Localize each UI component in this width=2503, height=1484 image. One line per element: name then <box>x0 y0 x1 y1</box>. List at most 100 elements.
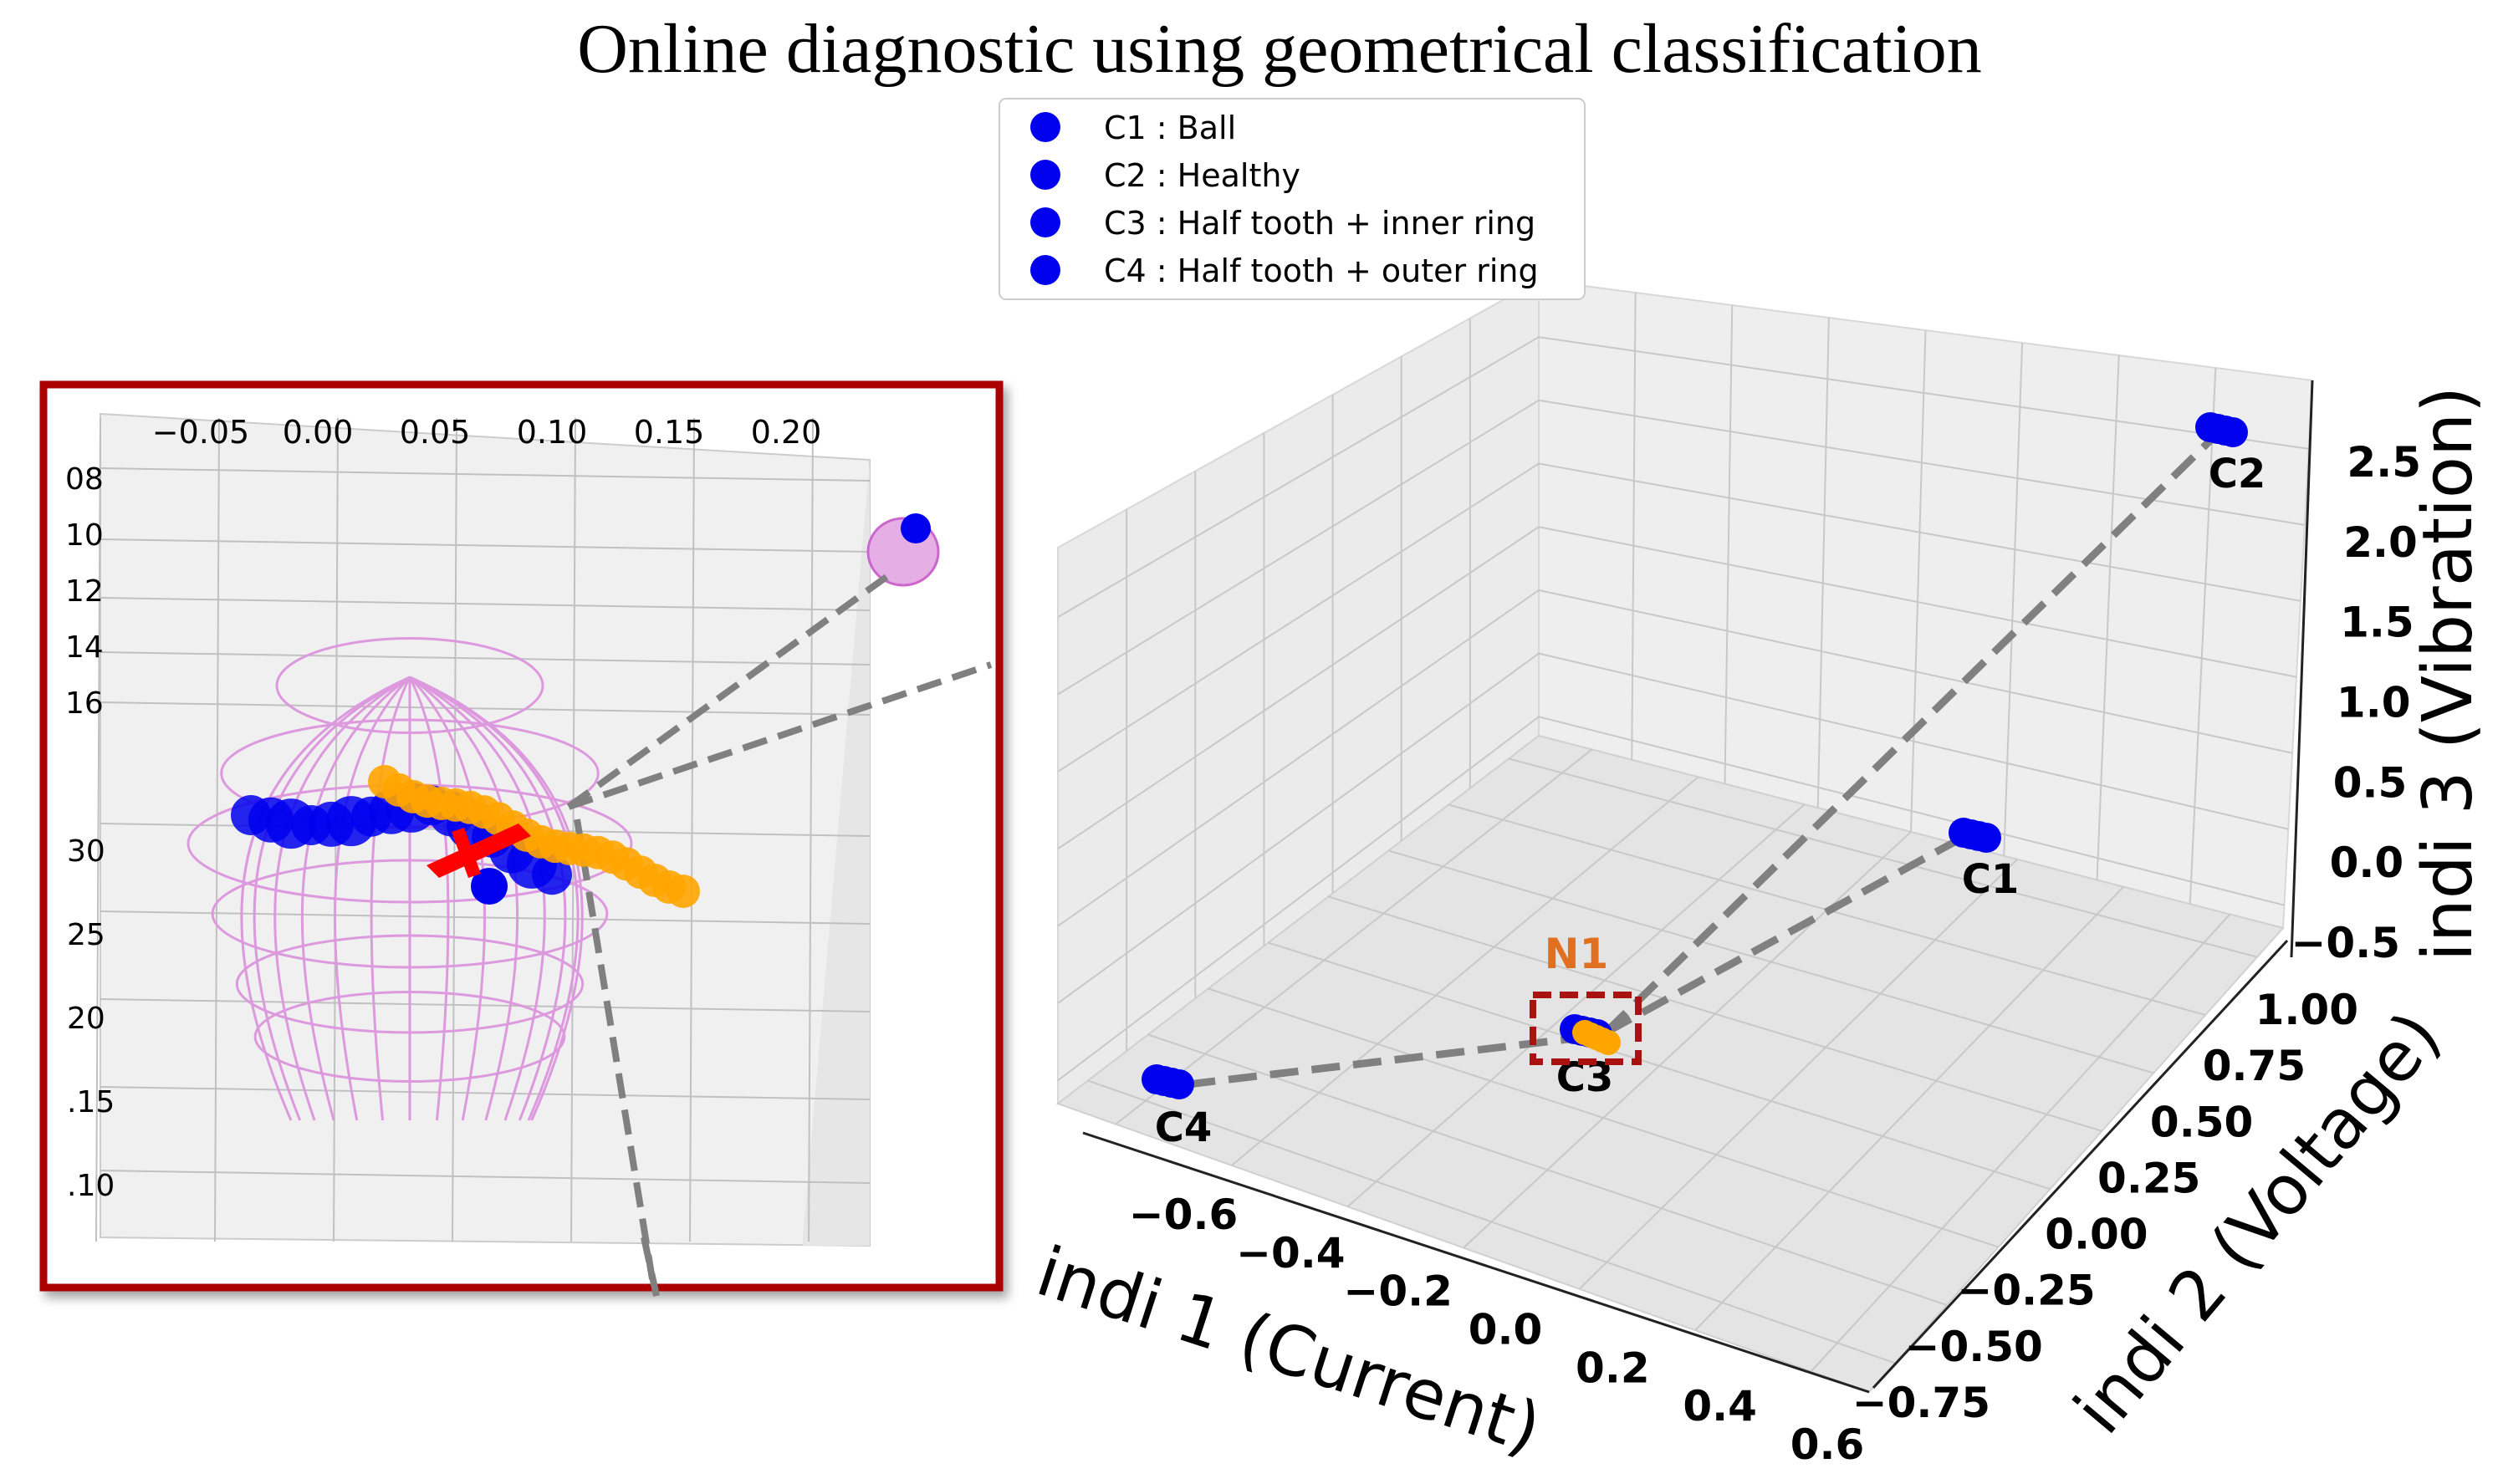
inset-cluster-point <box>532 854 572 895</box>
inset-x-tick-label: 0.15 <box>634 414 705 451</box>
inset-left-tick-label: 20 <box>67 1002 105 1036</box>
legend-entry: C1 : Ball <box>1104 110 1236 146</box>
grid-line <box>1057 589 2293 927</box>
x-tick-label: −0.6 <box>1129 1191 1238 1239</box>
y-tick-label: 0.75 <box>2203 1042 2306 1090</box>
z-tick-label: 2.5 <box>2347 438 2421 487</box>
sphere-meridian <box>300 676 411 1121</box>
grid-line <box>1724 304 1734 784</box>
n1-label: N1 <box>1545 930 1609 978</box>
main-3d-axes: −0.6−0.4−0.2 0.0 0.2 0.4 0.6−0.75 −0.50 −0.25 0… <box>1055 278 2421 1469</box>
inset-left-tick-label: 16 <box>65 686 104 721</box>
grid-line <box>1208 987 1999 1248</box>
grid-line <box>1231 776 1699 1166</box>
grid-line <box>1631 292 1637 760</box>
grid-line <box>2096 354 2120 880</box>
inset-x-tick-label: 0.05 <box>400 414 471 451</box>
legend-box <box>999 98 1586 300</box>
y-tick-label: 0.25 <box>2097 1154 2200 1202</box>
legend-entry: C2 : Healthy <box>1104 157 1300 194</box>
inset-grid-line <box>100 597 871 611</box>
inset-left-tick-label: .10 <box>67 1169 115 1203</box>
line-n1-c2 <box>1602 431 2219 1036</box>
inset-left-tick-label: 14 <box>65 630 104 665</box>
grid-line <box>1328 895 2102 1132</box>
legend-marker <box>1030 112 1060 142</box>
inset-cluster-point <box>471 868 508 905</box>
inset-ticks: −0.05 0.00 0.05 0.10 0.15 0.20 08 10 12 14 16 30 25 2… <box>65 414 821 1203</box>
bounding-sphere <box>186 637 633 1121</box>
grid-line <box>1810 913 2231 1373</box>
sphere-meridian <box>240 676 411 1121</box>
z-tick-label: 1.5 <box>2340 599 2414 647</box>
z-tick-label: 0.0 <box>2330 839 2404 887</box>
inset-dashed-lines <box>566 574 993 1280</box>
grid-line <box>1578 859 2018 1290</box>
y-tick-label: 0.00 <box>2045 1211 2148 1259</box>
x-tick-label: 0.2 <box>1576 1344 1650 1392</box>
connection-lines <box>1166 431 2219 1091</box>
grid-line <box>1057 462 2301 773</box>
n1-highlight-box <box>1530 992 1642 1065</box>
inset-x-tick-label: 0.00 <box>283 414 354 451</box>
inset-grid-line <box>95 417 101 1242</box>
cluster-point <box>1971 823 2001 853</box>
z-tick-label: 0.5 <box>2333 758 2408 807</box>
grid-line <box>1388 849 2154 1074</box>
new-point-marker <box>1596 1030 1621 1055</box>
inset-grid-line <box>100 701 871 716</box>
inset-left-tick-label: .15 <box>67 1085 115 1119</box>
line-n1-c4 <box>1166 1033 1590 1091</box>
grid-line <box>1694 886 2125 1331</box>
z-tick-label: −0.5 <box>2291 919 2400 967</box>
legend-entry: C4 : Half tooth + outer ring <box>1104 252 1539 289</box>
z-tick-label: 1.0 <box>2337 679 2411 727</box>
z-axis-label: indi 3 (Vibration) <box>2408 386 2488 961</box>
y-tick-label: −0.25 <box>1957 1267 2095 1315</box>
x-tick-label: 0.0 <box>1469 1306 1543 1354</box>
nearest-marker <box>427 824 531 878</box>
legend-entry: C3 : Half tooth + inner ring <box>1104 205 1535 242</box>
grid-line <box>1115 748 1593 1125</box>
inset-left-tick-label: 10 <box>65 518 104 553</box>
grid-line <box>1508 757 2258 958</box>
inset-points <box>231 765 700 909</box>
grid-line <box>1057 716 2285 1082</box>
grid-line <box>1910 329 1927 833</box>
y-tick-label: 1.00 <box>2255 986 2358 1034</box>
grid-line <box>1147 1033 1948 1306</box>
chart-title: Online diagnostic using geometrical clas… <box>577 10 1982 88</box>
cluster-point <box>1164 1069 1194 1099</box>
inset-left-tick-label: 30 <box>67 834 105 869</box>
legend-marker <box>1030 207 1060 237</box>
sphere-meridian <box>334 676 411 1121</box>
grid-line <box>1268 941 2051 1191</box>
grid-line <box>1057 526 2297 850</box>
cluster-label: C4 <box>1155 1104 1213 1151</box>
grid-line <box>1816 317 1830 808</box>
grid-line <box>1463 831 1912 1249</box>
inset-x-tick-label: 0.10 <box>517 414 588 451</box>
main-grid <box>1057 292 2309 1373</box>
inset-grid-line <box>689 417 695 1242</box>
grid-line <box>1057 336 2309 618</box>
sphere-meridian <box>253 676 411 1121</box>
grid-line <box>1057 399 2305 696</box>
inset-x-tick-label: −0.05 <box>152 414 249 451</box>
inset-grid-line <box>808 417 814 1242</box>
grid-line <box>1346 803 1806 1207</box>
inset-grid-line <box>100 998 871 1012</box>
inset-grid-line <box>100 1086 871 1100</box>
inset-grid-line <box>100 1170 871 1184</box>
inset-left-tick-label: 12 <box>65 574 104 609</box>
inset-left-tick-label: 25 <box>67 918 105 952</box>
far-cluster-sphere <box>866 513 940 587</box>
cluster-label: C2 <box>2209 451 2266 497</box>
inset-grid-line <box>100 651 871 666</box>
inset-grid-line <box>570 417 576 1242</box>
inset-grid-line <box>100 467 871 482</box>
inset-grid-line <box>214 417 220 1242</box>
cluster-point <box>2218 417 2248 447</box>
x-tick-label: −0.4 <box>1236 1229 1345 1277</box>
